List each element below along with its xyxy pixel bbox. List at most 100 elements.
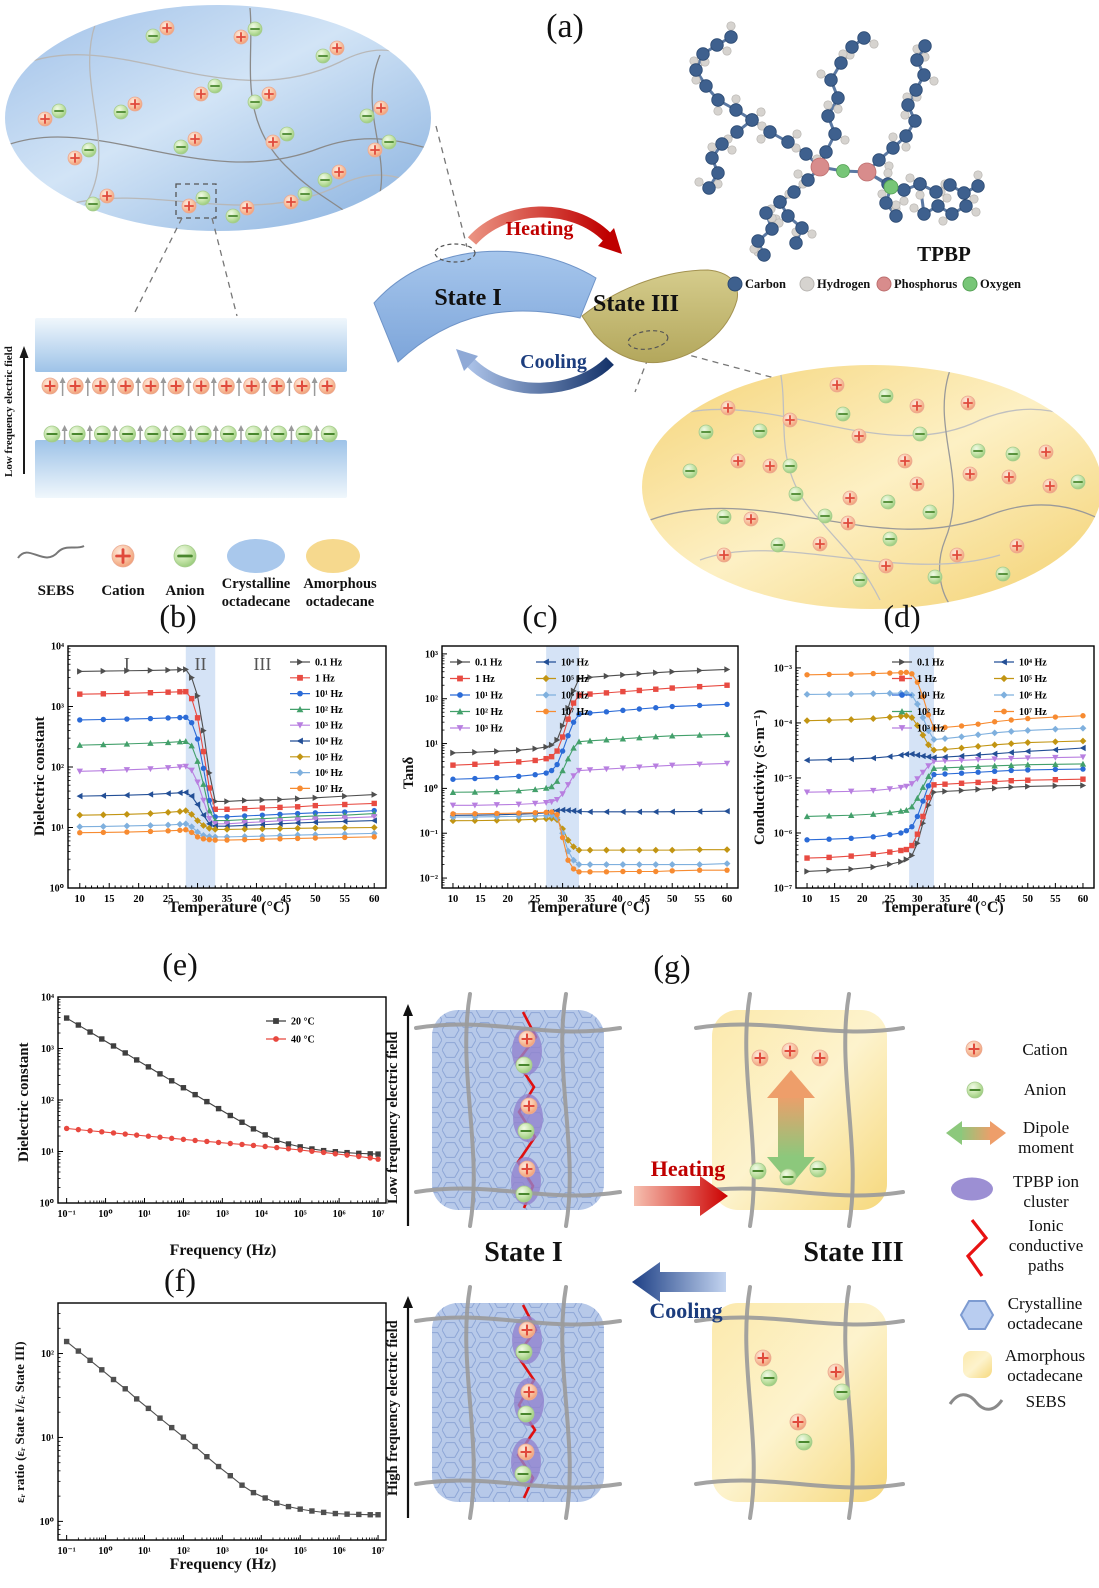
heating-arrow-g bbox=[634, 1176, 728, 1216]
svg-text:10⁷: 10⁷ bbox=[372, 1209, 385, 1220]
tpbp-cluster-icon bbox=[951, 1177, 993, 1201]
chart-b-xlabel: Temperature (°C) bbox=[168, 899, 290, 916]
svg-text:10⁴: 10⁴ bbox=[41, 993, 54, 1004]
chart-b-ylabel: Dielectric constant bbox=[32, 716, 48, 836]
svg-text:1 Hz: 1 Hz bbox=[475, 674, 495, 685]
chart-e-xlabel: Frequency (Hz) bbox=[169, 1242, 277, 1259]
tpbp-molecule bbox=[689, 21, 985, 262]
svg-text:10: 10 bbox=[75, 894, 86, 905]
legend-g-amorphous: Amorphous octadecane bbox=[1004, 1346, 1086, 1385]
svg-text:40: 40 bbox=[967, 894, 978, 905]
legend-g-ionic-paths: Ionic conductive paths bbox=[1008, 1216, 1084, 1275]
svg-text:10³ Hz: 10³ Hz bbox=[475, 724, 503, 735]
svg-text:10¹: 10¹ bbox=[138, 1546, 151, 1557]
series-20 °C bbox=[63, 1015, 381, 1157]
amorphous-state-box bbox=[712, 1303, 887, 1502]
series-10² Hz bbox=[803, 760, 1087, 820]
legend-a-anion: Anion bbox=[165, 583, 205, 599]
svg-text:35: 35 bbox=[940, 894, 951, 905]
svg-text:10⁵ Hz: 10⁵ Hz bbox=[1019, 674, 1047, 685]
panel-label-b: (b) bbox=[159, 598, 197, 634]
svg-text:15: 15 bbox=[104, 894, 115, 905]
sebs-wave-icon bbox=[17, 545, 85, 559]
svg-text:45: 45 bbox=[281, 894, 292, 905]
series-εr ratio bbox=[63, 1338, 381, 1518]
chart-d-xlabel: Temperature (°C) bbox=[882, 899, 1004, 916]
dipole-moment-arrow bbox=[778, 1095, 804, 1157]
svg-text:40: 40 bbox=[251, 894, 262, 905]
svg-text:10¹: 10¹ bbox=[138, 1209, 151, 1220]
series-10¹ Hz bbox=[804, 766, 1086, 843]
series-0.1 Hz bbox=[804, 782, 1087, 875]
svg-text:40 °C: 40 °C bbox=[291, 1035, 315, 1046]
svg-text:10: 10 bbox=[802, 894, 813, 905]
svg-text:10⁴ Hz: 10⁴ Hz bbox=[315, 737, 343, 748]
svg-text:10⁻⁴: 10⁻⁴ bbox=[774, 718, 792, 729]
panel-label-a: (a) bbox=[546, 8, 584, 45]
svg-text:10⁰: 10⁰ bbox=[424, 784, 438, 795]
svg-text:25: 25 bbox=[163, 894, 174, 905]
svg-text:10⁻⁷: 10⁻⁷ bbox=[774, 884, 792, 895]
svg-text:55: 55 bbox=[694, 894, 705, 905]
cation-icon bbox=[111, 544, 135, 568]
svg-text:10⁻²: 10⁻² bbox=[420, 874, 438, 885]
crystalline-ellipse-icon bbox=[227, 539, 285, 573]
svg-text:0.1 Hz: 0.1 Hz bbox=[475, 658, 503, 669]
svg-text:10⁻¹: 10⁻¹ bbox=[420, 829, 438, 840]
cooling-arrow-a bbox=[467, 356, 614, 394]
svg-text:10⁰: 10⁰ bbox=[40, 1517, 54, 1528]
svg-text:40: 40 bbox=[612, 894, 623, 905]
heating-label-a: Heating bbox=[505, 218, 574, 240]
svg-text:10³: 10³ bbox=[216, 1546, 229, 1557]
svg-text:10² Hz: 10² Hz bbox=[917, 707, 945, 718]
svg-text:III: III bbox=[253, 654, 271, 674]
svg-text:10⁰: 10⁰ bbox=[98, 1546, 112, 1557]
svg-text:10⁶: 10⁶ bbox=[333, 1546, 346, 1557]
svg-text:10³ Hz: 10³ Hz bbox=[315, 721, 343, 732]
heating-arrow-a bbox=[467, 206, 611, 245]
electrode-bar-bottom bbox=[35, 440, 347, 498]
legend-g-cation: Cation bbox=[1022, 1040, 1068, 1059]
tpbp-molecule-label: TPBP bbox=[917, 242, 971, 266]
high-frequency-field-label-g: High frequency electric field bbox=[385, 1320, 401, 1496]
svg-text:10⁶ Hz: 10⁶ Hz bbox=[561, 691, 589, 702]
svg-text:10⁷ Hz: 10⁷ Hz bbox=[315, 784, 343, 795]
svg-text:10³: 10³ bbox=[425, 649, 438, 660]
oxygen-atom-icon bbox=[836, 164, 850, 178]
svg-text:10⁴: 10⁴ bbox=[51, 642, 64, 653]
legend-g-sebs: SEBS bbox=[1025, 1392, 1067, 1411]
series-10⁷ Hz bbox=[450, 809, 730, 875]
ionic-path-icon bbox=[965, 1219, 989, 1277]
series-1 Hz bbox=[77, 688, 377, 812]
phosphorus-atom-icon bbox=[810, 157, 830, 177]
svg-text:10³: 10³ bbox=[216, 1209, 229, 1220]
panel-label-d: (d) bbox=[883, 598, 921, 634]
svg-text:10⁴ Hz: 10⁴ Hz bbox=[561, 658, 589, 669]
panel-label-e: (e) bbox=[162, 946, 198, 982]
svg-text:50: 50 bbox=[667, 894, 678, 905]
svg-text:20: 20 bbox=[503, 894, 514, 905]
chart-d-canvas: 10 15 20 25 30 35 40 45 50 55 60 10⁻⁷ 10⁻⁶ 10⁻⁵ 10⁻⁴ 10… bbox=[774, 645, 1095, 905]
low-frequency-field-label-g: Low frequency electric field bbox=[385, 1031, 401, 1205]
zoom-box bbox=[175, 183, 217, 219]
state-1-label-g: State I bbox=[484, 1237, 563, 1268]
sebs-wave-icon bbox=[948, 1393, 1004, 1411]
svg-text:45: 45 bbox=[640, 894, 651, 905]
svg-text:15: 15 bbox=[829, 894, 840, 905]
svg-text:15: 15 bbox=[475, 894, 486, 905]
legend-g-tpbp-cluster: TPBP ion cluster bbox=[1013, 1172, 1079, 1211]
atom-legend-carbon: Carbon bbox=[745, 277, 786, 291]
state-3-sheet bbox=[581, 269, 739, 364]
electrode-bar-top bbox=[35, 318, 347, 372]
cooling-label-a: Cooling bbox=[520, 351, 587, 373]
svg-text:10⁴: 10⁴ bbox=[255, 1546, 268, 1557]
svg-text:10²: 10² bbox=[41, 1096, 54, 1107]
svg-text:10: 10 bbox=[448, 894, 459, 905]
atom-legend-hydrogen: Hydrogen bbox=[817, 277, 871, 291]
state-3-label-g: State III bbox=[803, 1237, 904, 1268]
svg-text:10¹: 10¹ bbox=[41, 1433, 54, 1444]
legend-g-crystalline: Crystalline octadecane bbox=[1007, 1294, 1083, 1333]
chart-c-canvas: 10 15 20 25 30 35 40 45 50 55 60 10⁻² 10⁻¹ 10⁰ 10¹ 10² 1… bbox=[420, 645, 739, 905]
svg-text:10²: 10² bbox=[425, 694, 438, 705]
